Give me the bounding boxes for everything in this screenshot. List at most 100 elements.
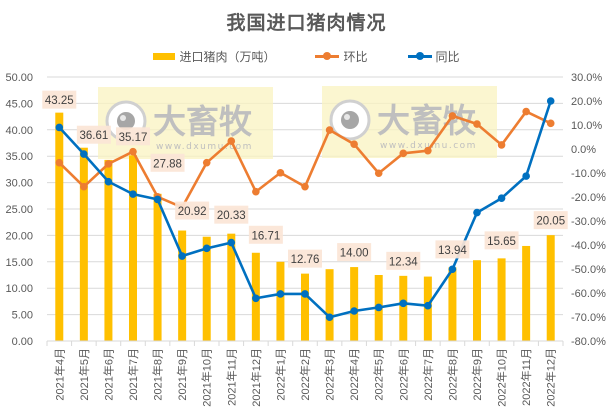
svg-text:15.65: 15.65: [487, 236, 516, 248]
x-axis-label: 2021年6月: [101, 348, 115, 401]
left-axis-tick: 45.00: [5, 98, 33, 110]
x-axis-label: 2022年7月: [421, 348, 435, 401]
bar[interactable]: [276, 261, 285, 341]
x-axis-label: 2022年5月: [372, 348, 386, 401]
svg-text:20.05: 20.05: [536, 216, 565, 228]
line-point[interactable]: [227, 238, 236, 247]
line-point[interactable]: [473, 208, 481, 217]
right-axis-tick: 0.0%: [571, 144, 596, 156]
right-axis-tick: -10.0%: [571, 168, 606, 180]
left-axis-tick: 50.00: [5, 72, 33, 84]
bar[interactable]: [55, 112, 64, 341]
line-marker-icon: [407, 52, 432, 60]
bar[interactable]: [497, 258, 506, 341]
line-point[interactable]: [350, 307, 358, 315]
line-point[interactable]: [202, 158, 211, 167]
line-point[interactable]: [399, 299, 408, 308]
right-axis-tick: 10.0%: [571, 120, 602, 132]
left-axis-tick: 5.00: [12, 310, 33, 322]
left-axis-tick: 15.00: [5, 257, 33, 269]
data-label: 20.92: [175, 201, 210, 220]
bar[interactable]: [546, 235, 555, 341]
line-point[interactable]: [546, 119, 555, 128]
legend-label: 进口猪肉（万吨）: [179, 50, 276, 64]
axes: 0.00 5.00 10.00 15.00 20.00 25.00 30.00 35.00 40…: [5, 72, 606, 407]
bar[interactable]: [522, 245, 531, 341]
bar[interactable]: [325, 269, 334, 341]
x-axis-label: 2021年9月: [175, 348, 189, 401]
x-axis-label: 2022年11月: [519, 348, 533, 406]
line-point[interactable]: [202, 244, 211, 253]
legend-item-import-volume[interactable]: 进口猪肉（万吨）: [153, 48, 275, 65]
line-point[interactable]: [55, 158, 64, 167]
x-axis-label: 2021年5月: [77, 348, 91, 401]
line-point[interactable]: [374, 303, 383, 312]
line-point[interactable]: [252, 187, 260, 196]
data-labels: 43.25 36.61 35.17 27.88 20.92 20.33 16.71 12.76…: [42, 90, 568, 270]
line-point[interactable]: [227, 137, 236, 145]
line-point[interactable]: [424, 146, 432, 155]
right-axis-tick: -80.0%: [571, 336, 606, 348]
line-point[interactable]: [546, 97, 555, 105]
left-axis-tick: 20.00: [5, 230, 33, 242]
svg-text:12.34: 12.34: [389, 256, 418, 268]
line-point[interactable]: [497, 141, 506, 149]
line-point[interactable]: [424, 301, 432, 310]
right-axis-tick: -50.0%: [571, 264, 606, 276]
bar[interactable]: [350, 267, 359, 341]
legend-item-mom[interactable]: 环比: [315, 48, 368, 65]
bar[interactable]: [227, 233, 236, 341]
x-axis-label: 2022年1月: [273, 348, 287, 401]
line-point[interactable]: [153, 195, 162, 204]
bar[interactable]: [79, 147, 88, 341]
bar[interactable]: [153, 193, 162, 341]
line-point[interactable]: [276, 168, 285, 177]
line-point[interactable]: [497, 194, 506, 202]
line-point[interactable]: [301, 290, 309, 298]
line-point[interactable]: [473, 120, 481, 128]
line-series: [55, 97, 555, 322]
line-point[interactable]: [325, 313, 334, 322]
watermark-url: www.dxumu.com: [156, 142, 253, 152]
bar[interactable]: [473, 260, 481, 341]
bar[interactable]: [448, 267, 457, 341]
line-point[interactable]: [448, 265, 457, 274]
legend-item-yoy[interactable]: 同比: [407, 48, 460, 65]
bar[interactable]: [104, 159, 113, 341]
line-point[interactable]: [104, 160, 113, 168]
line-point[interactable]: [178, 252, 186, 260]
line-point[interactable]: [129, 147, 137, 156]
line-point[interactable]: [80, 150, 88, 158]
svg-text:36.61: 36.61: [79, 130, 108, 142]
line-point[interactable]: [374, 169, 383, 178]
line-point[interactable]: [448, 112, 457, 120]
line-point[interactable]: [252, 294, 260, 303]
line-point[interactable]: [325, 126, 334, 134]
right-axis-tick: -40.0%: [571, 240, 606, 252]
svg-text:20.33: 20.33: [217, 210, 246, 222]
line-point[interactable]: [55, 123, 64, 132]
svg-text:16.71: 16.71: [251, 230, 280, 242]
bar[interactable]: [202, 236, 211, 341]
bar[interactable]: [129, 155, 137, 341]
data-label: 36.61: [76, 125, 111, 144]
line-point[interactable]: [522, 172, 530, 180]
bar[interactable]: [178, 230, 187, 341]
x-axis-label: 2022年2月: [298, 348, 312, 401]
line-point[interactable]: [399, 149, 408, 158]
right-axis-tick: -60.0%: [571, 288, 606, 300]
line-point[interactable]: [522, 107, 530, 116]
line-point[interactable]: [129, 190, 137, 198]
line-point[interactable]: [104, 177, 113, 186]
data-label: 14.00: [337, 243, 372, 262]
line-point[interactable]: [276, 290, 285, 298]
watermark-url: www.dxumu.com: [380, 141, 477, 151]
line-point[interactable]: [80, 182, 88, 191]
line-point[interactable]: [301, 182, 309, 191]
bar[interactable]: [399, 275, 408, 341]
bar[interactable]: [301, 273, 309, 341]
left-axis-tick: 30.00: [5, 178, 33, 190]
line-point[interactable]: [350, 140, 358, 148]
data-label: 43.25: [42, 90, 77, 109]
data-label: 20.33: [214, 205, 249, 224]
